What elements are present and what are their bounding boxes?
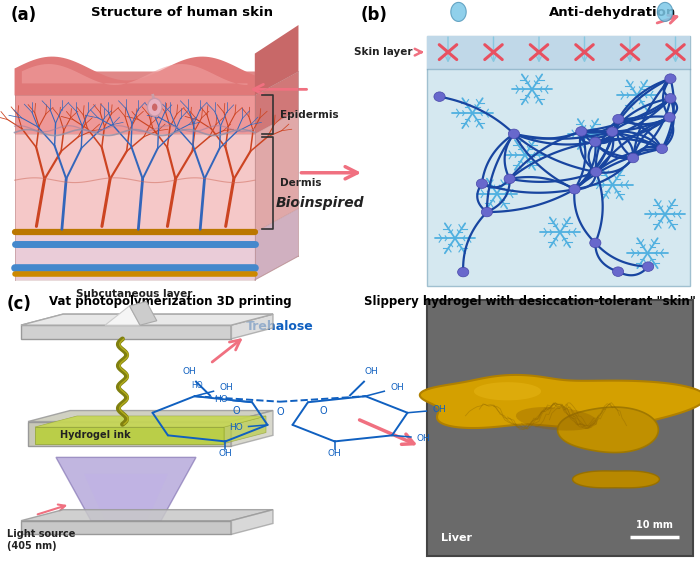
- Polygon shape: [105, 306, 140, 325]
- Polygon shape: [255, 25, 298, 96]
- Text: HO: HO: [229, 423, 243, 432]
- Polygon shape: [224, 416, 266, 443]
- Circle shape: [665, 94, 676, 103]
- Circle shape: [589, 137, 601, 147]
- Text: 10 mm: 10 mm: [636, 520, 673, 531]
- Polygon shape: [35, 416, 266, 427]
- Text: Light source
(405 nm): Light source (405 nm): [7, 529, 76, 551]
- Text: HO: HO: [191, 381, 203, 390]
- Polygon shape: [231, 510, 273, 534]
- Polygon shape: [21, 314, 273, 325]
- Polygon shape: [56, 457, 196, 520]
- Polygon shape: [28, 422, 231, 446]
- Text: Liver: Liver: [441, 533, 472, 543]
- Ellipse shape: [152, 103, 158, 111]
- Text: Subcutaneous layer: Subcutaneous layer: [76, 289, 193, 299]
- Text: OH: OH: [364, 367, 378, 376]
- Circle shape: [476, 179, 487, 188]
- Text: Vat photopolymerization 3D printing: Vat photopolymerization 3D printing: [49, 295, 292, 308]
- Circle shape: [657, 144, 668, 153]
- Polygon shape: [22, 64, 248, 85]
- Polygon shape: [451, 2, 466, 21]
- Circle shape: [627, 153, 638, 163]
- Polygon shape: [474, 382, 541, 400]
- Circle shape: [590, 167, 601, 177]
- Text: Trehalose: Trehalose: [246, 320, 314, 333]
- Polygon shape: [15, 110, 298, 134]
- Circle shape: [508, 129, 519, 139]
- Polygon shape: [420, 375, 700, 428]
- Circle shape: [665, 74, 676, 83]
- Text: Hydrogel ink: Hydrogel ink: [60, 430, 130, 440]
- Polygon shape: [21, 325, 231, 339]
- Circle shape: [504, 174, 515, 184]
- Text: Epidermis: Epidermis: [280, 110, 339, 120]
- Polygon shape: [15, 209, 298, 232]
- Text: (b): (b): [360, 6, 387, 24]
- Polygon shape: [573, 471, 659, 488]
- Text: OH: OH: [390, 383, 404, 392]
- Text: O: O: [319, 406, 327, 416]
- Circle shape: [612, 115, 624, 124]
- Ellipse shape: [516, 407, 597, 430]
- Text: Structure of human skin: Structure of human skin: [91, 6, 273, 19]
- Text: (c): (c): [7, 295, 32, 313]
- Polygon shape: [15, 232, 255, 280]
- Circle shape: [434, 92, 445, 101]
- Ellipse shape: [148, 98, 162, 116]
- Text: (a): (a): [11, 6, 37, 24]
- Text: Bioinspired: Bioinspired: [276, 196, 365, 210]
- Polygon shape: [255, 110, 298, 232]
- Text: Dermis: Dermis: [280, 178, 322, 188]
- Polygon shape: [231, 410, 273, 446]
- Polygon shape: [130, 301, 157, 325]
- Polygon shape: [657, 2, 673, 21]
- Text: O: O: [233, 406, 241, 416]
- Polygon shape: [15, 71, 298, 96]
- Circle shape: [575, 126, 587, 136]
- Circle shape: [589, 238, 601, 248]
- Circle shape: [664, 112, 676, 122]
- Circle shape: [458, 268, 469, 277]
- Polygon shape: [35, 416, 266, 427]
- Text: OH: OH: [432, 406, 446, 415]
- Text: OH: OH: [416, 434, 430, 443]
- Text: O: O: [276, 407, 284, 417]
- Text: Anti-dehydration: Anti-dehydration: [549, 6, 676, 19]
- Text: OH: OH: [218, 449, 232, 458]
- Text: OH: OH: [182, 367, 196, 376]
- Polygon shape: [15, 96, 255, 134]
- Circle shape: [482, 207, 493, 217]
- FancyBboxPatch shape: [427, 36, 690, 286]
- Polygon shape: [28, 410, 273, 422]
- Text: Slippery hydrogel with desiccation-tolerant "skin": Slippery hydrogel with desiccation-toler…: [364, 295, 696, 308]
- Polygon shape: [84, 474, 168, 520]
- Polygon shape: [15, 134, 255, 232]
- Polygon shape: [21, 314, 273, 325]
- Text: OH: OH: [219, 383, 233, 392]
- Circle shape: [607, 127, 618, 137]
- Polygon shape: [21, 510, 273, 520]
- Polygon shape: [231, 314, 273, 339]
- FancyBboxPatch shape: [427, 300, 693, 556]
- Circle shape: [612, 267, 624, 277]
- Polygon shape: [255, 71, 298, 134]
- FancyBboxPatch shape: [427, 36, 690, 69]
- Polygon shape: [21, 520, 231, 534]
- Text: OH: OH: [328, 449, 342, 458]
- Polygon shape: [15, 57, 255, 96]
- Polygon shape: [558, 407, 658, 452]
- Polygon shape: [255, 209, 298, 280]
- Circle shape: [643, 262, 654, 271]
- Circle shape: [569, 184, 580, 194]
- Text: Skin layer: Skin layer: [354, 47, 412, 57]
- Text: HO: HO: [214, 395, 228, 404]
- Polygon shape: [35, 427, 224, 443]
